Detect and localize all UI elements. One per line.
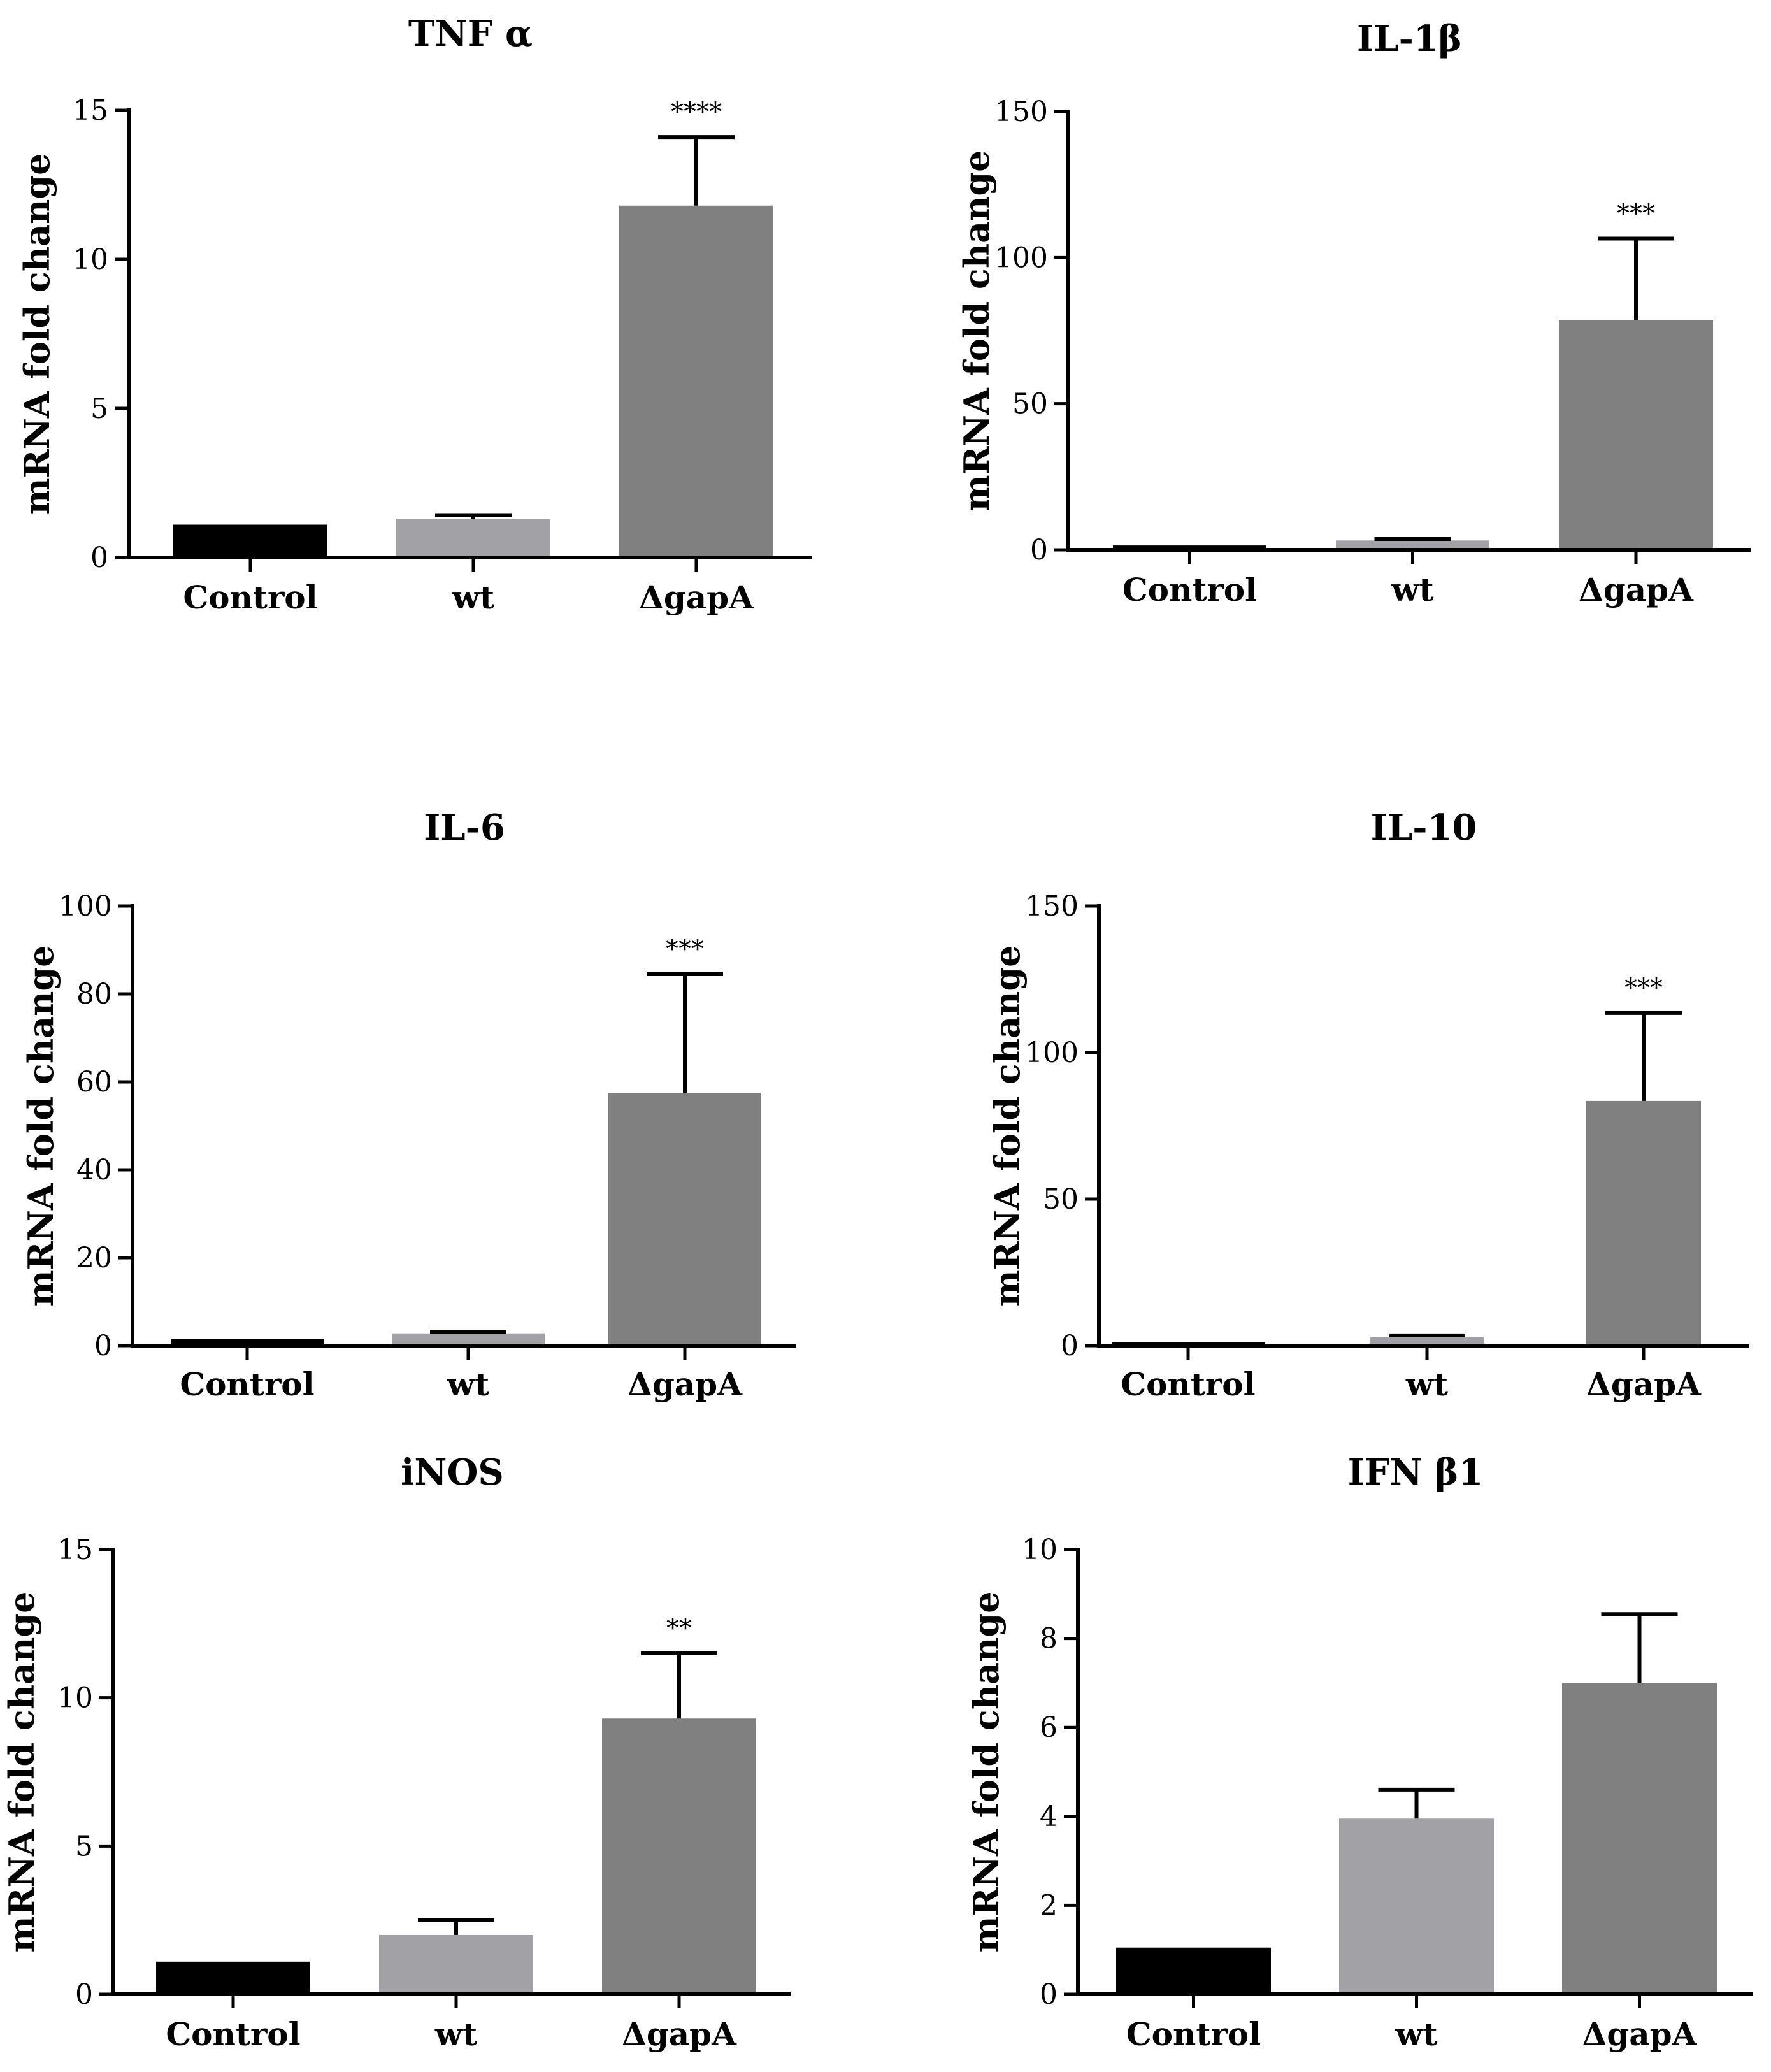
- panel-2-significance-label: ***: [1617, 199, 1655, 229]
- panel-6-y-tick-label: 6: [1040, 1711, 1058, 1744]
- panel-3-y-tick-label: 0: [94, 1330, 112, 1362]
- panel-4-x-tick-label: wt: [1405, 1365, 1448, 1403]
- panel-3-bar-control: [171, 1339, 324, 1346]
- panel-3-y-tick-label: 40: [76, 1154, 112, 1186]
- panel-1-y-tick-label: 10: [73, 243, 108, 276]
- panel-2-x-tick-label: ΔgapA: [1579, 571, 1694, 608]
- panel-5-x-tick-label: Control: [166, 2015, 300, 2053]
- panel-6-y-tick-label: 2: [1040, 1889, 1058, 1922]
- panel-3-significance-label: ***: [666, 935, 704, 964]
- panel-3-bar-wt: [392, 1333, 545, 1346]
- panel-6-y-tick-label: 4: [1040, 1801, 1058, 1833]
- panel-2-x-tick-label: Control: [1122, 571, 1257, 608]
- panel-4-x-tick-label: Control: [1121, 1365, 1255, 1403]
- panel-5-y-axis-label: mRNA fold change: [1, 1592, 42, 1953]
- panel-3-y-tick-label: 100: [59, 890, 112, 923]
- panel-6-y-tick-label: 8: [1040, 1623, 1058, 1655]
- panel-1-bar-gapA: [619, 205, 773, 558]
- panel-4-significance-label: ***: [1624, 974, 1663, 1003]
- panel-5-y-tick-label: 15: [57, 1534, 93, 1566]
- panel-6-y-tick-label: 0: [1040, 1978, 1058, 2011]
- panel-4-bar-wt: [1370, 1337, 1484, 1346]
- panel-2-bar-wt: [1336, 540, 1489, 550]
- panel-2-bar-gapA: [1559, 320, 1713, 550]
- panel-1-significance-label: ****: [671, 97, 722, 127]
- panel-4-y-tick-label: 100: [1025, 1037, 1079, 1069]
- panel-1-bar-control: [173, 524, 327, 558]
- panel-6-bar-control: [1116, 1947, 1271, 1994]
- panel-4-y-tick-label: 50: [1043, 1183, 1079, 1216]
- panel-6-x-tick-label: Control: [1126, 2015, 1261, 2053]
- panel-2-bar-control: [1113, 545, 1266, 550]
- panel-4-y-tick-label: 150: [1025, 890, 1079, 923]
- panel-4-y-axis-label: mRNA fold change: [987, 946, 1028, 1307]
- panel-3-x-tick-label: wt: [447, 1365, 489, 1403]
- panel-3-title: IL-6: [424, 807, 505, 849]
- panel-1-x-tick-label: wt: [452, 579, 494, 616]
- panel-5-x-tick-label: ΔgapA: [622, 2015, 737, 2053]
- panel-3-y-tick-label: 60: [76, 1066, 112, 1098]
- panel-1-y-axis-label: mRNA fold change: [17, 154, 57, 515]
- panel-6-bar-gapA: [1562, 1683, 1717, 1994]
- panel-5-bar-control: [156, 1961, 310, 1994]
- panel-5-title: iNOS: [401, 1451, 504, 1493]
- panel-3-x-tick-label: Control: [180, 1365, 314, 1403]
- panel-6-y-tick-label: 10: [1022, 1534, 1058, 1566]
- panel-2-title: IL-1β: [1357, 18, 1462, 60]
- panel-5-x-tick-label: wt: [434, 2015, 477, 2053]
- panel-3-y-tick-label: 80: [76, 978, 112, 1011]
- panel-3-x-tick-label: ΔgapA: [627, 1365, 743, 1403]
- panel-2-x-tick-label: wt: [1391, 571, 1433, 608]
- panel-2-y-tick-label: 150: [994, 96, 1048, 128]
- panel-5-y-tick-label: 5: [75, 1830, 93, 1862]
- panel-6-x-tick-label: ΔgapA: [1582, 2015, 1698, 2053]
- panel-4-bar-gapA: [1586, 1100, 1701, 1346]
- panel-2-y-tick-label: 50: [1012, 388, 1048, 421]
- panel-1-y-tick-label: 0: [90, 542, 108, 574]
- panel-3-bar-gapA: [608, 1093, 761, 1346]
- panel-6-y-axis-label: mRNA fold change: [966, 1592, 1007, 1953]
- panel-4-title: IL-10: [1371, 807, 1477, 849]
- panel-4-x-tick-label: ΔgapA: [1586, 1365, 1702, 1403]
- panel-5-significance-label: **: [666, 1614, 692, 1643]
- panel-3-y-axis-label: mRNA fold change: [20, 946, 61, 1307]
- panel-6-x-tick-label: wt: [1395, 2015, 1437, 2053]
- panel-5-bar-gapA: [602, 1718, 756, 1994]
- panel-4-y-tick-label: 0: [1061, 1330, 1079, 1362]
- panel-2-y-tick-label: 0: [1030, 534, 1048, 566]
- panel-5-y-tick-label: 0: [75, 1978, 93, 2011]
- panel-2-y-axis-label: mRNA fold change: [956, 150, 997, 512]
- panel-6-bar-wt: [1339, 1818, 1494, 1994]
- panel-6-title: IFN β1: [1348, 1451, 1484, 1493]
- panel-2-y-tick-label: 100: [994, 241, 1048, 274]
- panel-1-y-tick-label: 5: [90, 392, 108, 425]
- panel-3-y-tick-label: 20: [76, 1242, 112, 1274]
- panel-1-title: TNF α: [408, 13, 533, 55]
- panel-1-x-tick-label: ΔgapA: [639, 579, 754, 616]
- panel-1-bar-wt: [396, 519, 550, 558]
- panel-1-y-tick-label: 15: [73, 94, 108, 127]
- panel-1-x-tick-label: Control: [183, 579, 317, 616]
- panel-5-bar-wt: [379, 1934, 533, 1994]
- panel-5-y-tick-label: 10: [57, 1682, 93, 1715]
